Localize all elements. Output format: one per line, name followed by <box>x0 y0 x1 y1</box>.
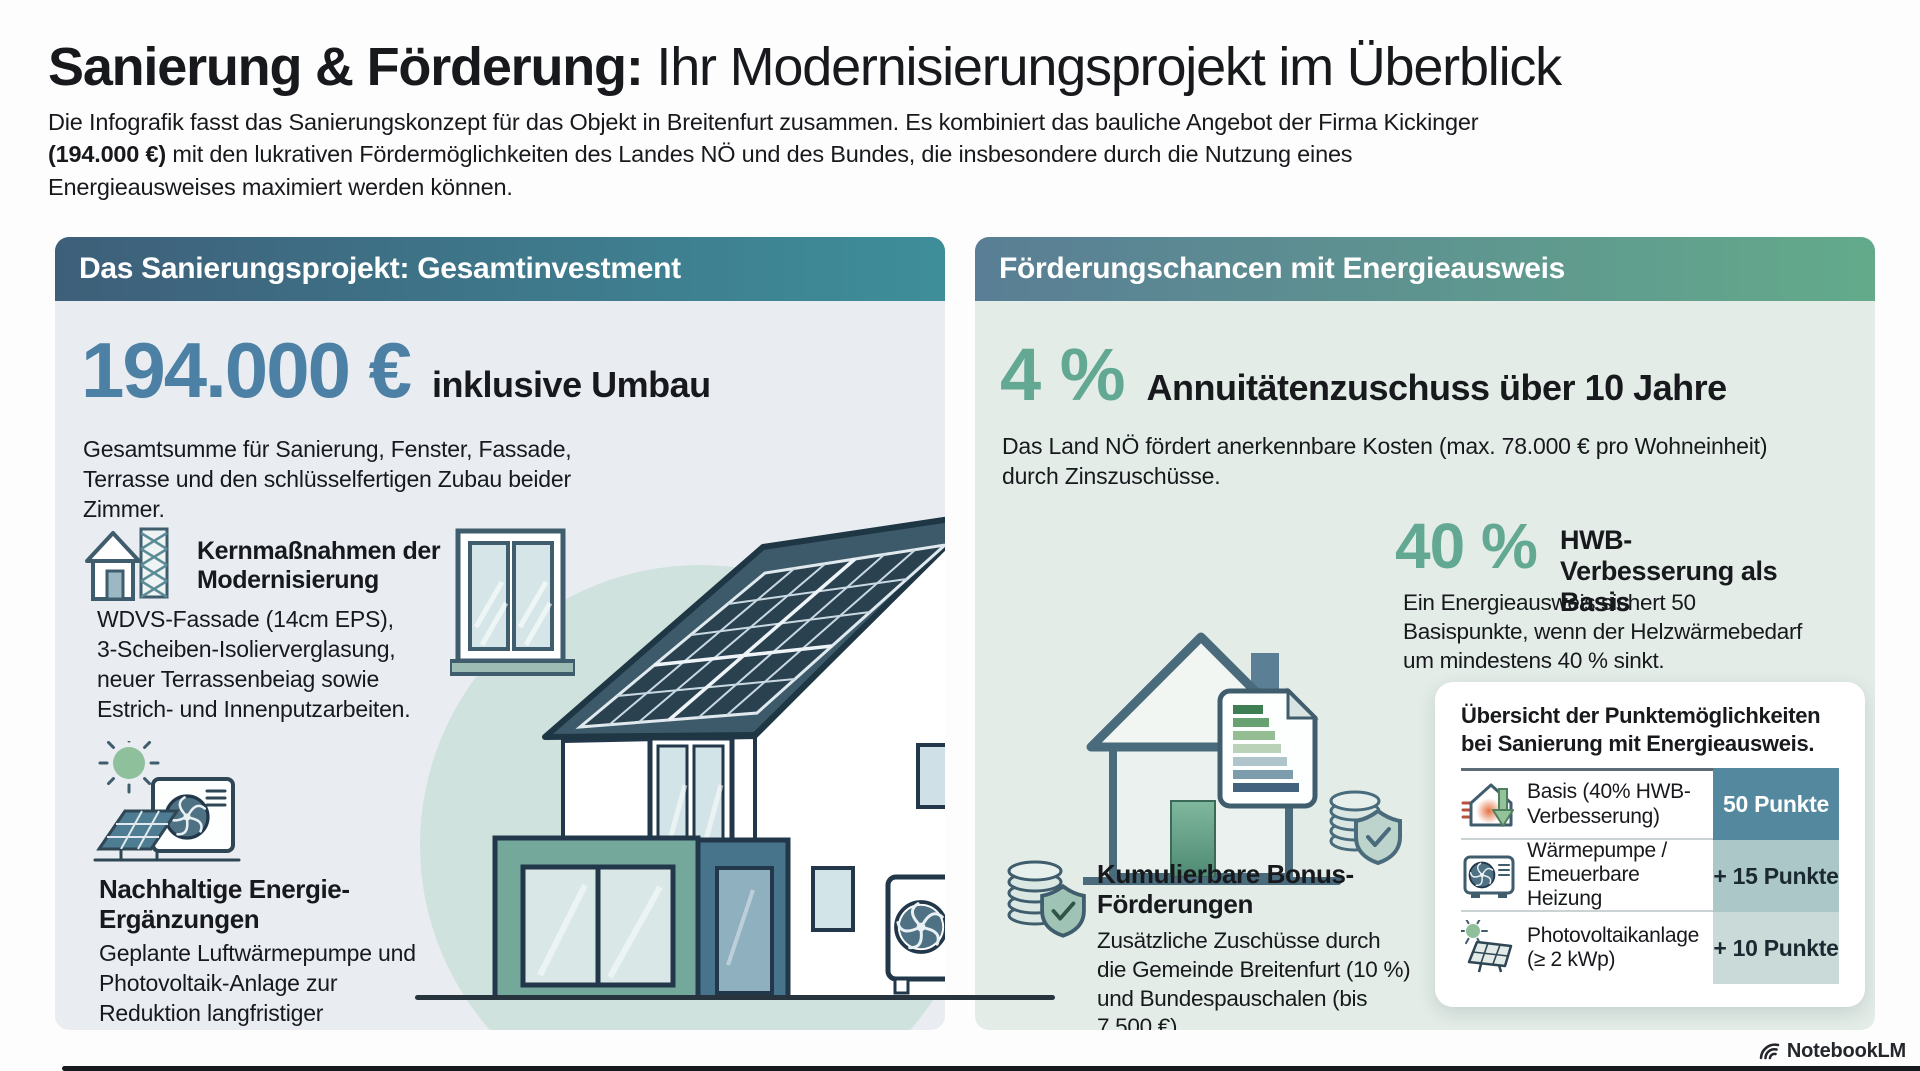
solar-heatpump-icon <box>93 741 241 862</box>
ground-line <box>415 995 1055 1000</box>
points-row-value: 50 Punkte <box>1713 768 1839 840</box>
points-row-label: Basis (40% HWB-Verbesserung) <box>1527 780 1691 828</box>
photovoltaic-icon <box>1461 920 1513 973</box>
points-table: Basis (40% HWB-Verbesserung) 50 Punkte <box>1461 768 1839 984</box>
intro-before: Die Infografik fasst das Sanierungskonze… <box>48 109 1479 135</box>
insulated-house-icon <box>85 527 169 601</box>
watermark: NotebookLM <box>1757 1039 1906 1063</box>
renovation-panel: Das Sanierungsprojekt: Gesamtinvestment … <box>55 237 945 1030</box>
hwb-improvement-house-icon <box>1461 783 1514 827</box>
annuity-caption: Das Land NÖ fördert anerkennbare Kosten … <box>1002 433 1768 489</box>
table-row: Basis (40% HWB-Verbesserung) 50 Punkte <box>1461 768 1839 840</box>
intro-text: Die Infografik fasst das Sanierungskonze… <box>48 106 1513 203</box>
points-row-label: Wärmepumpe / Emeuerbare Heizung <box>1527 838 1667 911</box>
energy-additions-body: Geplante Luftwärmepumpe und Photovoltaik… <box>99 940 416 1030</box>
total-investment-stat: 194.000 € inklusive Umbau <box>81 325 711 416</box>
annuity-value: 4 % <box>1000 333 1126 416</box>
renovation-panel-header: Das Sanierungsprojekt: Gesamtinvestment <box>55 237 945 301</box>
points-row-label: Photovoltaikanlage (≥ 2 kWp) <box>1527 923 1700 971</box>
intro-amount: (194.000 €) <box>48 141 166 168</box>
funding-panel-header: Förderungschancen mit Energieausweis <box>975 237 1875 301</box>
heat-pump-icon <box>1463 855 1515 898</box>
bonus-coins-shield-icon <box>1007 860 1086 938</box>
watermark-label: NotebookLM <box>1786 1039 1906 1062</box>
annuity-stat: 4 % Annuitätenzuschuss über 10 Jahre <box>1000 332 1727 417</box>
total-investment-label: inklusive Umbau <box>432 364 711 405</box>
bonus-title: Kumulierbare Bonus-Förderungen <box>1097 859 1354 920</box>
core-measures-title: Kernmaßnahmen der Modernisierung <box>197 537 441 594</box>
funding-panel: Förderungschancen mit Energieausweis 4 %… <box>975 237 1875 1030</box>
hwb-label: HWB-Verbesserung als Basis <box>1560 525 1778 618</box>
table-row: Wärmepumpe / Emeuerbare Heizung + 15 Pun… <box>1461 838 1839 912</box>
page-title: Sanierung & Förderung: Ihr Modernisierun… <box>48 36 1562 98</box>
bottom-bar <box>62 1066 1920 1071</box>
intro-after: mit den lukrativen Fördermöglichkeiten d… <box>48 141 1353 200</box>
notebooklm-logo-icon <box>1759 1043 1780 1060</box>
page-title-bold: Sanierung & Förderung: <box>48 37 644 97</box>
annuity-label: Annuitätenzuschuss über 10 Jahre <box>1146 367 1728 408</box>
shield-icon <box>1354 808 1402 866</box>
points-card: Übersicht der Punktemöglichkeiten bei Sa… <box>1435 682 1865 1007</box>
page-title-rest: Ihr Modernisierungsprojekt im Überblick <box>642 37 1562 97</box>
table-row: Photovoltaikanlage (≥ 2 kWp) + 10 Punkte <box>1461 912 1839 984</box>
window-illustration <box>450 528 575 676</box>
energy-certificate-illustration <box>1083 632 1402 885</box>
total-investment-caption: Gesamtsumme für Sanierung, Fenster, Fass… <box>83 436 572 522</box>
points-card-title: Übersicht der Punktemöglichkeiten bei Sa… <box>1461 703 1821 756</box>
hwb-caption: Ein Energieausweis sichert 50 Basispunkt… <box>1403 590 1803 673</box>
bonus-body: Zusätzliche Zuschüsse durch die Gemeinde… <box>1097 928 1411 1030</box>
energy-additions-title: Nachhaltige Energie-Ergänzungen <box>99 874 350 934</box>
hwb-value: 40 % <box>1395 510 1538 582</box>
core-measures-body: WDVS-Fassade (14cm EPS), 3-Scheiben-Isol… <box>97 606 411 722</box>
points-row-value: + 10 Punkte <box>1713 912 1839 984</box>
house-illustration <box>492 516 945 1000</box>
points-row-value: + 15 Punkte <box>1713 840 1839 912</box>
total-investment-value: 194.000 € <box>81 326 412 414</box>
